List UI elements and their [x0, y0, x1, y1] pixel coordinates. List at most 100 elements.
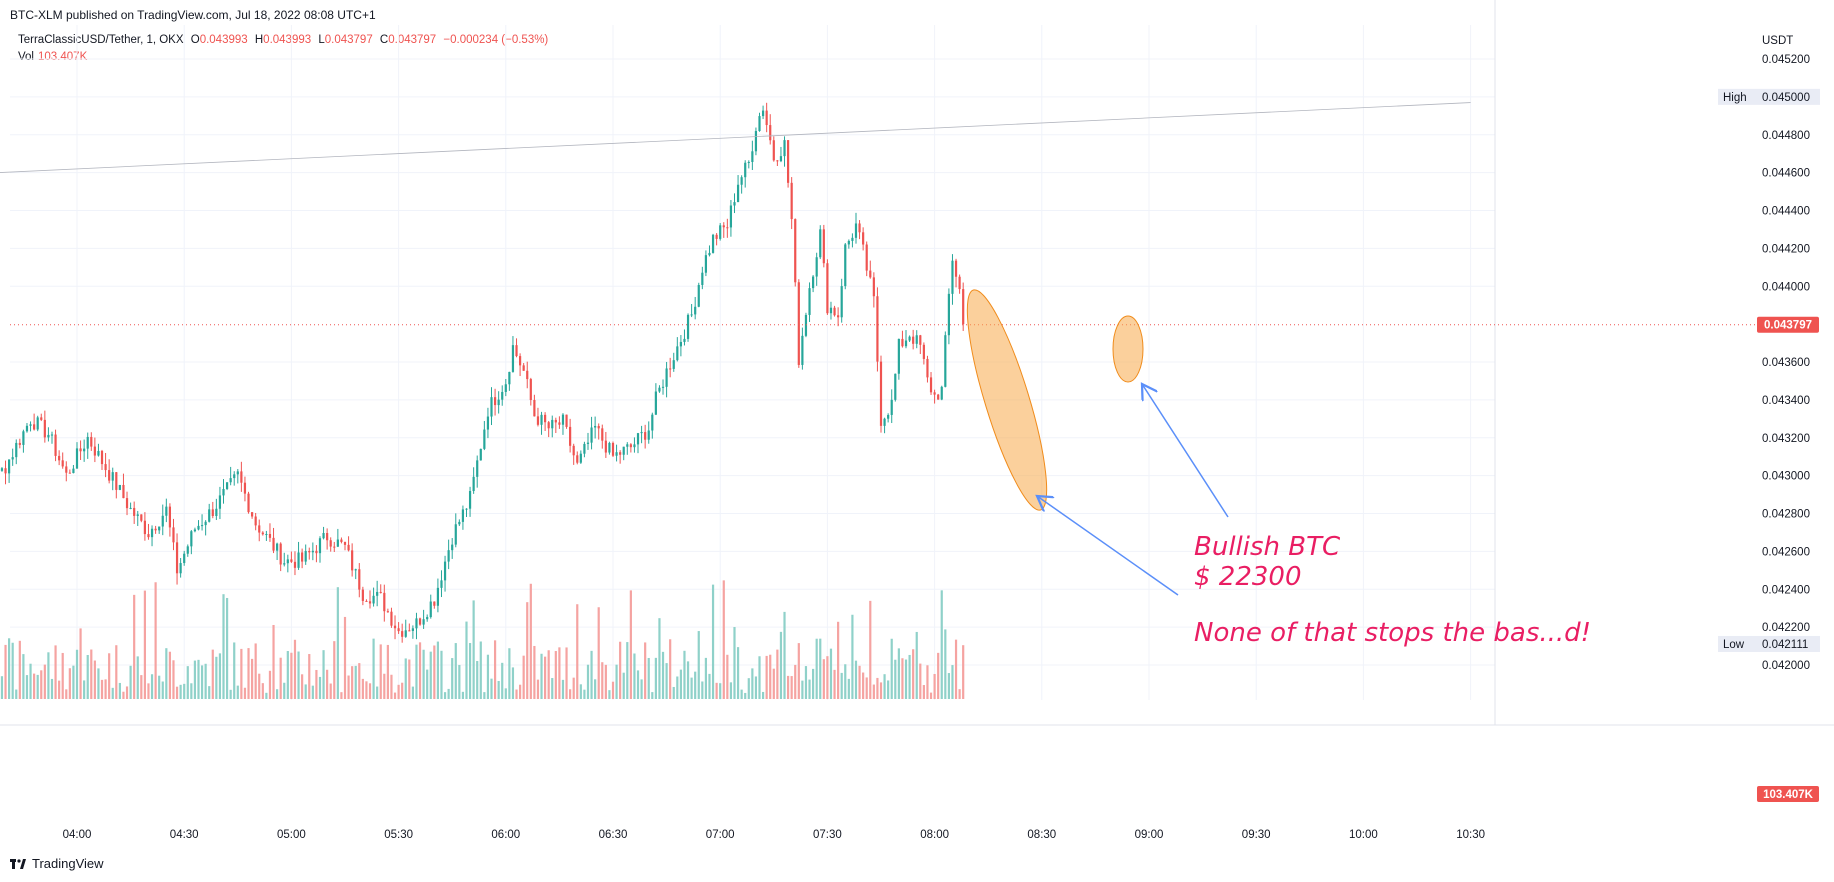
x-tick-label: 04:30 [170, 829, 199, 841]
volume-bar [193, 660, 197, 699]
volume-bar [208, 686, 211, 699]
candle-body [11, 457, 14, 460]
symbol-label[interactable]: TerraClassicUSD/Tether, 1, OKX [18, 34, 184, 46]
candle-body [108, 470, 111, 481]
candle-body [944, 335, 947, 387]
volume-bar [526, 602, 529, 699]
volume-bar [83, 680, 86, 699]
volume-bar [283, 682, 286, 699]
volume-bar [190, 683, 193, 699]
volume-bar [461, 691, 465, 699]
open-value: 0.043993 [199, 34, 248, 46]
volume-bar [887, 680, 890, 699]
volume-bar [372, 638, 375, 699]
volume-bar [250, 658, 254, 699]
volume-bar [815, 638, 818, 699]
candle-body [919, 335, 922, 345]
candle-body [118, 484, 121, 490]
x-tick-label: 06:30 [599, 829, 628, 841]
volume-bar [29, 663, 32, 699]
volume-label[interactable]: Vol [18, 51, 34, 63]
volume-bar [140, 675, 143, 699]
candle-body [204, 521, 207, 526]
candle-body [915, 335, 918, 344]
volume-bar [204, 663, 207, 699]
volume-bar [676, 676, 679, 699]
volume-bar [797, 643, 800, 699]
candle-body [797, 282, 800, 365]
volume-bar [104, 679, 107, 699]
candle-body [547, 422, 550, 429]
volume-bar [347, 675, 350, 699]
volume-bar [769, 654, 772, 699]
x-tick-label: 05:00 [277, 829, 306, 841]
candle-body [608, 442, 611, 453]
volume-bar [161, 681, 164, 699]
volume-bar [68, 668, 71, 699]
volume-bar [443, 692, 447, 699]
volume-bar [518, 684, 522, 699]
candle-body [640, 432, 643, 434]
candle-body [722, 225, 725, 228]
candle-body [622, 446, 625, 455]
volume-bar [940, 590, 943, 699]
candle-body [318, 538, 322, 554]
candle-body [894, 373, 897, 400]
volume-bar [486, 654, 490, 699]
candle-body [129, 507, 132, 509]
volume-bar [368, 683, 372, 699]
ohlc-legend: TerraClassicUSD/Tether, 1, OKX O0.043993… [18, 34, 548, 46]
y-tick-label: 0.044000 [1762, 281, 1810, 293]
candle-body [826, 263, 829, 314]
volume-bar [515, 689, 518, 699]
candle-body [4, 468, 7, 474]
candle-body [68, 472, 71, 474]
candle-body [83, 448, 86, 452]
candle-body [468, 491, 472, 509]
volume-bar [779, 631, 783, 699]
volume-badge-value: 103.407K [1763, 789, 1814, 801]
volume-bar [536, 679, 540, 699]
volume-bar [633, 653, 636, 699]
volume-bar [286, 651, 289, 699]
volume-bar [622, 672, 625, 699]
volume-bar [479, 641, 482, 699]
volume-bar [18, 640, 21, 699]
volume-bar [786, 675, 790, 699]
candle-body [447, 550, 450, 562]
x-tick-label: 10:00 [1349, 829, 1378, 841]
volume-bar [401, 682, 404, 699]
volume-bar [186, 666, 189, 699]
volume-bar [261, 683, 264, 699]
brand-label[interactable]: TradingView [32, 856, 104, 871]
candle-body [579, 453, 582, 463]
candle-body [372, 595, 375, 604]
volume-bar [254, 643, 257, 699]
volume-bar [411, 686, 414, 699]
low-value: 0.043797 [324, 34, 373, 46]
volume-bar [904, 659, 908, 699]
volume-bar [912, 649, 915, 699]
volume-bar [290, 652, 293, 699]
candle-body [408, 630, 411, 632]
volume-bar [794, 664, 797, 699]
volume-bar [522, 655, 525, 699]
candle-body [183, 553, 186, 564]
volume-bar [361, 678, 364, 699]
volume-bar [654, 657, 657, 699]
volume-bar [561, 679, 565, 699]
volume-bar [483, 692, 486, 699]
volume-bar [740, 689, 743, 699]
volume-bar [415, 644, 418, 699]
volume-bar [708, 673, 711, 699]
volume-bar [75, 649, 79, 699]
volume-bar [829, 648, 833, 699]
volume-bar [115, 645, 118, 699]
volume-bar [547, 650, 550, 699]
candle-body [308, 550, 311, 553]
candle-body [865, 244, 868, 271]
volume-bar [100, 679, 104, 699]
volume-bar [36, 674, 39, 699]
candle-body [962, 289, 965, 325]
